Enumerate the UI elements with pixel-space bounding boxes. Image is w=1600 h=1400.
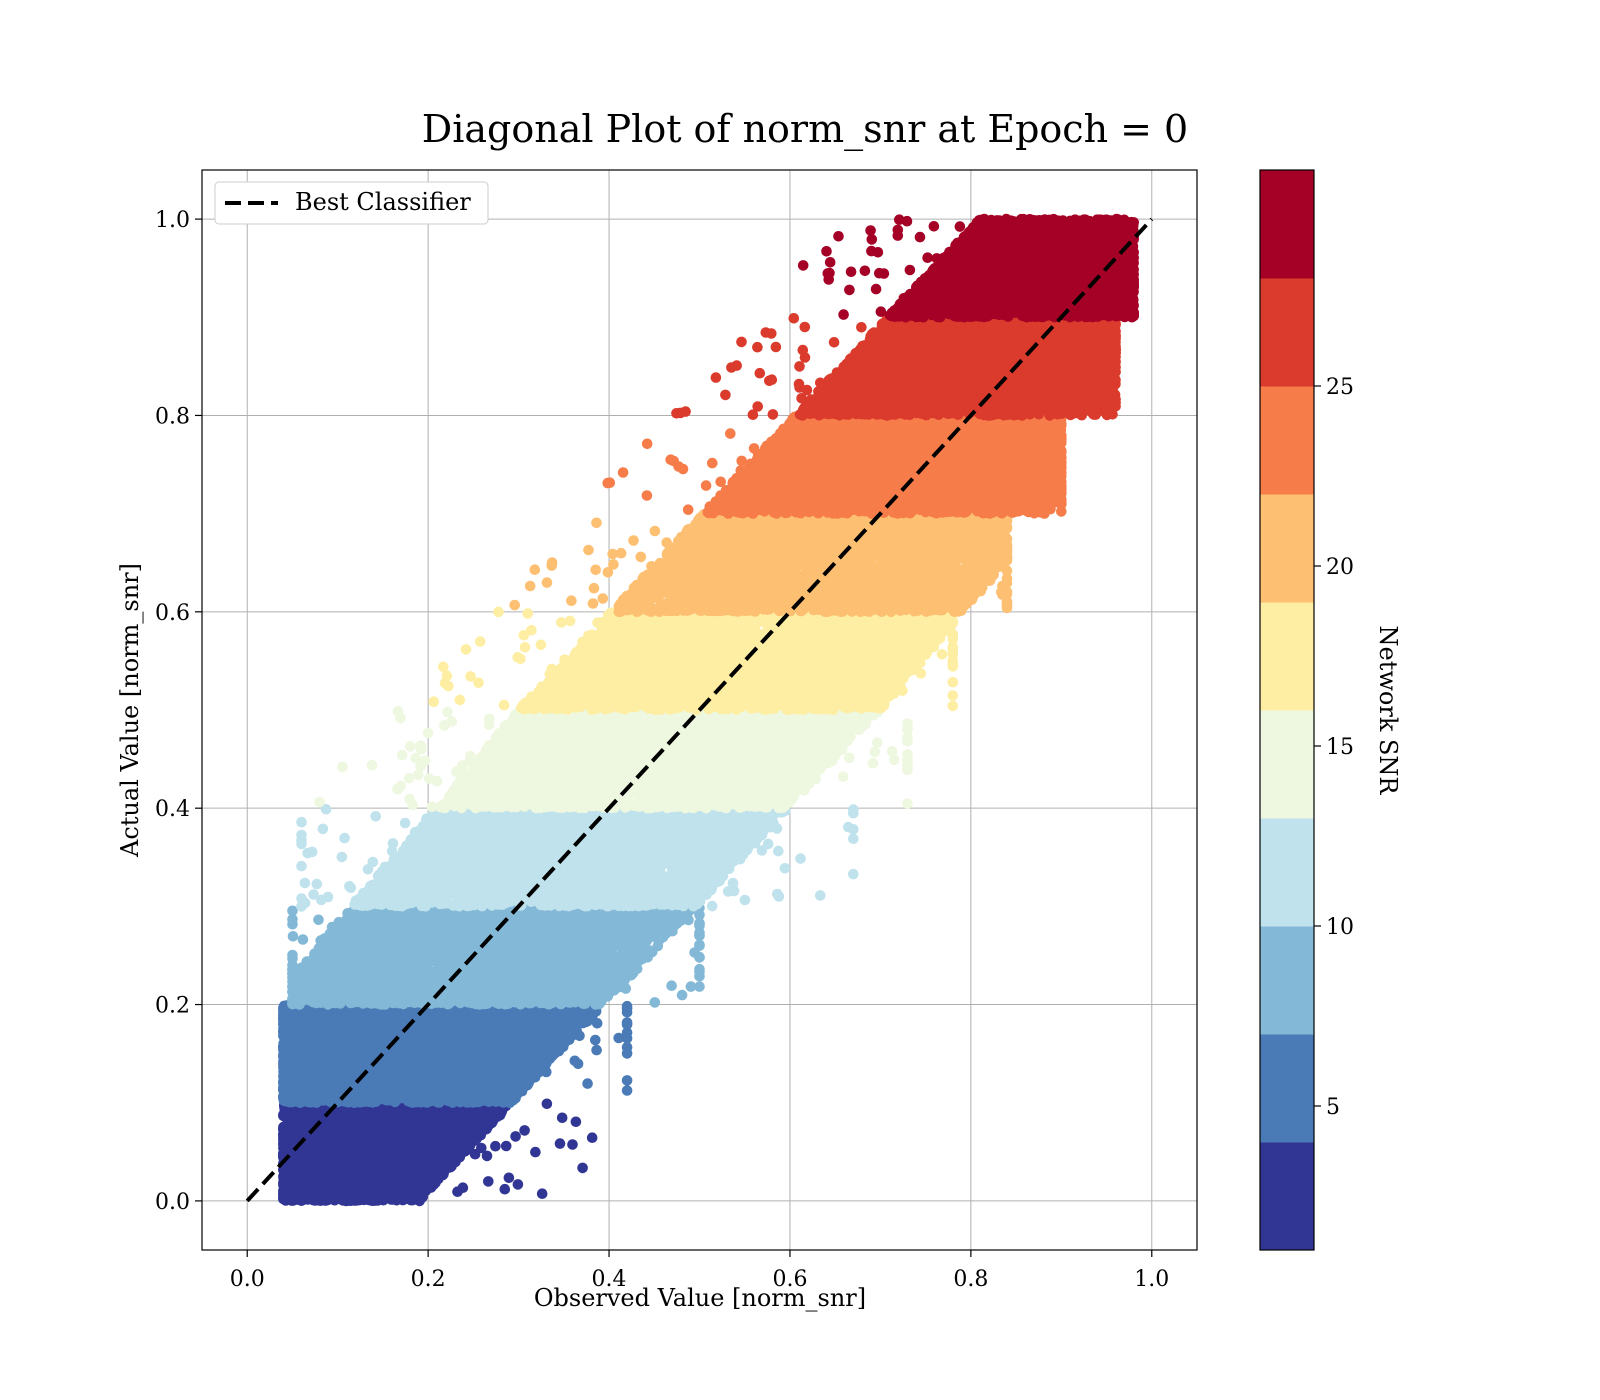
scatter-point bbox=[345, 1168, 356, 1179]
scatter-point bbox=[318, 1169, 329, 1181]
scatter-point bbox=[338, 1109, 349, 1121]
scatter-point bbox=[278, 1110, 289, 1122]
scatter-point bbox=[392, 1106, 403, 1117]
scatter-point bbox=[415, 1140, 426, 1152]
scatter-point bbox=[287, 1177, 298, 1188]
scatter-point bbox=[336, 1175, 348, 1186]
scatter-point bbox=[372, 1140, 384, 1152]
scatter-point bbox=[345, 1152, 356, 1163]
scatter-point bbox=[429, 1170, 441, 1182]
scatter-point bbox=[383, 1135, 394, 1147]
scatter-point bbox=[453, 1148, 464, 1160]
scatter-point bbox=[418, 1179, 429, 1191]
scatter-point bbox=[432, 1122, 443, 1134]
scatter-point bbox=[344, 1131, 355, 1143]
scatter-point bbox=[519, 1125, 530, 1136]
scatter-point bbox=[462, 1132, 473, 1143]
scatter-point bbox=[292, 1159, 304, 1170]
scatter-point bbox=[414, 1195, 425, 1207]
scatter-point bbox=[356, 1194, 368, 1205]
scatter-point bbox=[442, 1147, 454, 1159]
scatter-point bbox=[454, 1115, 465, 1127]
scatter-point bbox=[278, 1190, 289, 1202]
scatter-point bbox=[375, 1176, 387, 1187]
scatter-point bbox=[349, 1108, 360, 1119]
scatter-point bbox=[499, 1183, 511, 1195]
scatter-point bbox=[469, 1148, 481, 1160]
scatter-point bbox=[570, 1116, 582, 1128]
scatter-point bbox=[367, 1119, 378, 1130]
scatter-point bbox=[307, 1192, 318, 1204]
scatter-point bbox=[392, 1148, 404, 1159]
scatter-points bbox=[278, 213, 1139, 1207]
scatter-point bbox=[421, 1118, 433, 1130]
scatter-point bbox=[342, 1190, 354, 1202]
scatter-band bbox=[278, 999, 633, 1108]
scatter-point bbox=[326, 1143, 338, 1155]
scatter-point bbox=[331, 1158, 343, 1169]
scatter-point bbox=[500, 1140, 512, 1152]
chart-title: Diagonal Plot of norm_snr at Epoch = 0 bbox=[422, 107, 1188, 152]
scatter-point bbox=[359, 1160, 370, 1171]
scatter-point bbox=[293, 1126, 304, 1138]
scatter-point bbox=[388, 1124, 400, 1136]
scatter-point bbox=[408, 1128, 420, 1139]
scatter-point bbox=[530, 1146, 541, 1158]
scatter-point bbox=[494, 1110, 506, 1121]
scatter-point bbox=[457, 1182, 469, 1193]
scatter-point bbox=[503, 1172, 515, 1184]
scatter-point bbox=[368, 1192, 379, 1203]
scatter-point bbox=[326, 1183, 338, 1195]
scatter-point bbox=[278, 1128, 289, 1140]
scatter-point bbox=[323, 1129, 335, 1141]
scatter-point bbox=[554, 1138, 566, 1149]
scatter-point bbox=[362, 1171, 373, 1182]
scatter-point bbox=[363, 1145, 374, 1157]
scatter-point bbox=[403, 1186, 414, 1197]
scatter-point bbox=[483, 1176, 494, 1187]
scatter-point bbox=[510, 1131, 521, 1142]
scatter-point bbox=[536, 1188, 548, 1199]
scatter-point bbox=[377, 1108, 389, 1119]
scatter-point bbox=[512, 1179, 524, 1190]
scatter-point bbox=[399, 1138, 410, 1149]
scatter-point bbox=[309, 1133, 321, 1145]
scatter-point bbox=[427, 1148, 438, 1160]
scatter-point bbox=[401, 1155, 413, 1166]
scatter-point bbox=[391, 1166, 402, 1177]
scatter-point bbox=[411, 1112, 422, 1124]
scatter-point bbox=[427, 1135, 438, 1146]
scatter-point bbox=[300, 1174, 311, 1186]
scatter-point bbox=[444, 1125, 456, 1136]
scatter-point bbox=[382, 1156, 393, 1167]
scatter-point bbox=[586, 1132, 598, 1143]
scatter-point bbox=[490, 1140, 501, 1152]
scatter-point bbox=[474, 1124, 486, 1136]
scatter-point bbox=[307, 1183, 319, 1194]
scatter-point bbox=[577, 1162, 588, 1174]
scatter-point bbox=[324, 1193, 336, 1205]
scatter-point bbox=[378, 1187, 390, 1199]
scatter-point bbox=[424, 1106, 436, 1117]
scatter-point bbox=[438, 1133, 449, 1144]
scatter-point bbox=[446, 1160, 457, 1172]
scatter-point bbox=[438, 1107, 450, 1119]
scatter-band bbox=[278, 1097, 598, 1207]
scatter-point bbox=[567, 1139, 578, 1150]
scatter-point bbox=[318, 1152, 330, 1164]
scatter-point bbox=[556, 1112, 568, 1124]
scatter-point bbox=[541, 1098, 553, 1110]
